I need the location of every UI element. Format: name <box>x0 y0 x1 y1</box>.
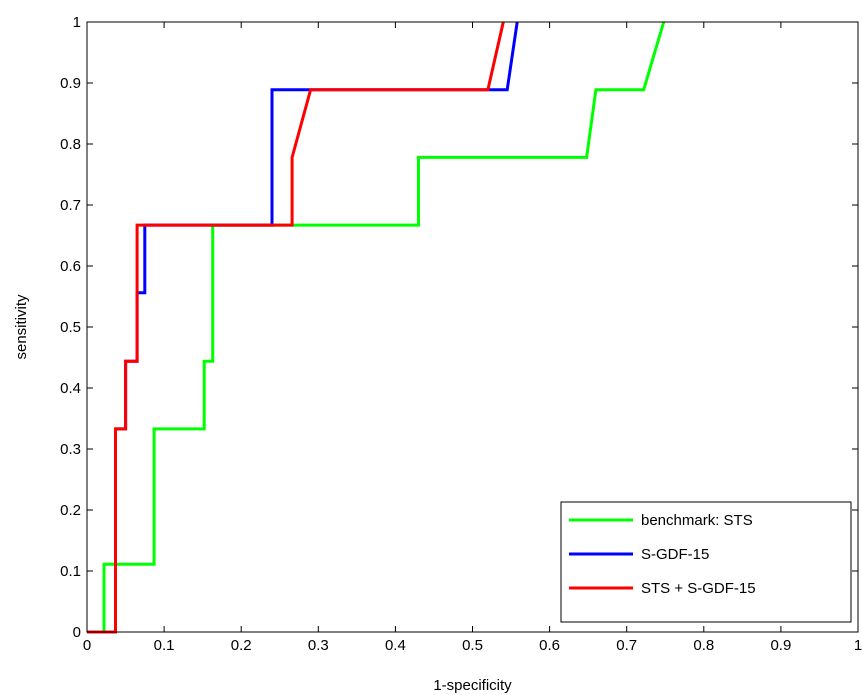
y-tick-label: 0.8 <box>60 136 81 153</box>
x-tick-label: 0.4 <box>385 637 406 654</box>
series-layer <box>87 21 666 634</box>
x-tick-label: 1 <box>854 637 862 654</box>
y-tick-label: 0.9 <box>60 75 81 92</box>
x-tick-label: 0.7 <box>616 637 637 654</box>
x-axis-label: 1-specificity <box>433 677 512 694</box>
y-tick-label: 0.7 <box>60 197 81 214</box>
x-tick-label: 0.3 <box>308 637 329 654</box>
series-line-1 <box>87 21 666 634</box>
x-tick-label: 0.6 <box>539 637 560 654</box>
y-tick-label: 1 <box>73 14 81 31</box>
y-tick-label: 0.2 <box>60 502 81 519</box>
y-axis-label: sensitivity <box>13 294 30 360</box>
x-tick-label: 0.2 <box>231 637 252 654</box>
legend-label-2: S-GDF-15 <box>641 546 709 563</box>
x-tick-label: 0.1 <box>154 637 175 654</box>
legend-label-1: benchmark: STS <box>641 512 753 529</box>
x-tick-label: 0.5 <box>462 637 483 654</box>
x-tick-label: 0 <box>83 637 91 654</box>
y-tick-label: 0.5 <box>60 319 81 336</box>
legend-label-3: STS + S-GDF-15 <box>641 580 756 597</box>
y-tick-label: 0.3 <box>60 441 81 458</box>
ticks-layer: 0 0.1 0.2 0.3 0.4 0.5 0.6 0.7 0.8 0.9 1 0 0.1 0.2 0.3 0… <box>60 14 862 654</box>
y-tick-label: 0 <box>73 624 81 641</box>
x-tick-label: 0.8 <box>693 637 714 654</box>
series-line-2 <box>87 21 519 634</box>
y-tick-label: 0.4 <box>60 380 81 397</box>
x-tick-label: 0.9 <box>770 637 791 654</box>
legend: benchmark: STS S-GDF-15 STS + S-GDF-15 <box>560 501 852 623</box>
y-tick-label: 0.1 <box>60 563 81 580</box>
legend-box <box>560 501 852 623</box>
series-line-3 <box>87 21 505 634</box>
y-tick-label: 0.6 <box>60 258 81 275</box>
